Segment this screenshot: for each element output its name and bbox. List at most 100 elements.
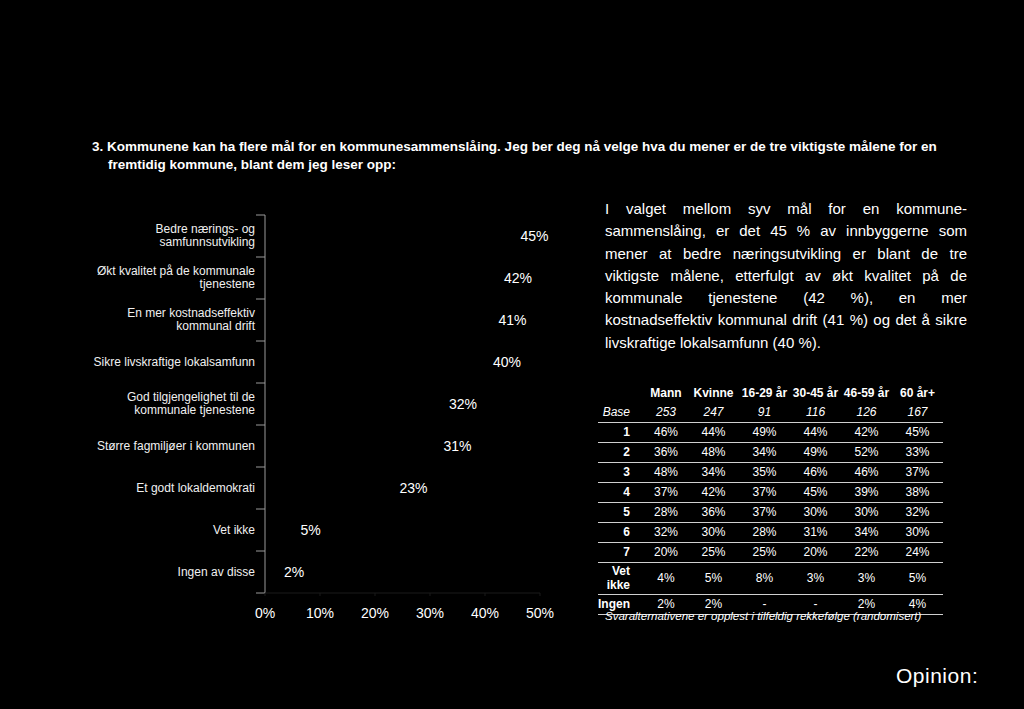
data-label: 42% [504,270,532,286]
table-cell: 36% [688,503,739,523]
table-cell: 116 [790,403,841,423]
chart-title: 3. Kommunene kan ha flere mål for en kom… [92,138,948,174]
table-header: 30-45 år [790,384,841,403]
table-row: 348%34%35%46%46%37% [598,463,943,483]
table-cell: 42% [688,483,739,503]
table-cell: 5% [688,563,739,595]
table-cell: 28% [739,523,790,543]
table-row: 528%36%37%30%30%32% [598,503,943,523]
category-separator [256,425,265,426]
table-cell: 46% [841,463,892,483]
x-tick-label: 50% [526,605,554,621]
x-tick [375,593,376,596]
table-row: 236%48%34%49%52%33% [598,443,943,463]
data-label: 32% [449,396,477,412]
table-cell: 42% [841,423,892,443]
table-cell: 126 [841,403,892,423]
table-cell: 24% [892,543,943,563]
bar [265,433,436,458]
table-cell: 25% [739,543,790,563]
category-label: Vet ikke [73,524,255,537]
bar [265,349,485,374]
bar [265,391,441,416]
table-row-label: Vet ikke [598,563,644,595]
x-tick [430,593,431,596]
category-separator [256,467,265,468]
table-row-label: 6 [598,523,644,543]
table-header: 46-59 år [841,384,892,403]
table-cell: 253 [644,403,688,423]
data-label: 40% [493,354,521,370]
category-separator [256,215,265,216]
table-cell: 36% [644,443,688,463]
x-axis-line [265,593,540,594]
table-cell: 34% [739,443,790,463]
table-cell: 45% [790,483,841,503]
x-tick-label: 20% [361,605,389,621]
table-cell: 91 [739,403,790,423]
bar [265,517,293,542]
table-cell: 38% [892,483,943,503]
table-cell: 3% [841,563,892,595]
table-cell: 31% [790,523,841,543]
table-cell: 30% [841,503,892,523]
category-separator [256,383,265,384]
x-tick [485,593,486,596]
table-cell: 20% [644,543,688,563]
table-cell: 247 [688,403,739,423]
category-separator [256,299,265,300]
table-cell: 44% [790,423,841,443]
x-tick-label: 10% [306,605,334,621]
category-separator [256,551,265,552]
table-cell: 32% [644,523,688,543]
category-separator [256,509,265,510]
table-cell: 34% [841,523,892,543]
table-cell: 37% [739,503,790,523]
data-label: 31% [444,438,472,454]
table-cell: 37% [644,483,688,503]
category-label: Sikre livskraftige lokalsamfunn [73,356,255,369]
bar [265,559,276,584]
table-corner [598,384,644,403]
x-tick-label: 30% [416,605,444,621]
category-separator [256,341,265,342]
table-row-label: 5 [598,503,644,523]
x-tick-label: 40% [471,605,499,621]
footnote: Svaralternativene er opplest i tilfeldig… [605,610,921,622]
table-header: Mann [644,384,688,403]
table-cell: 167 [892,403,943,423]
table-cell: 37% [892,463,943,483]
table-cell: 52% [841,443,892,463]
data-label: 41% [499,312,527,328]
table-row: Base25324791116126167 [598,403,943,423]
category-label: Et godt lokaldemokrati [73,482,255,495]
bar [265,223,513,248]
table-cell: 30% [688,523,739,543]
table-header: 16-29 år [739,384,790,403]
table-cell: 28% [644,503,688,523]
table-cell: 37% [739,483,790,503]
data-label: 23% [400,480,428,496]
table-cell: 30% [892,523,943,543]
x-tick [540,593,541,596]
bar [265,475,392,500]
table-row-label: 4 [598,483,644,503]
table-header: Kvinne [688,384,739,403]
table-header: 60 år+ [892,384,943,403]
table-cell: 48% [688,443,739,463]
data-label: 5% [301,522,321,538]
category-separator [256,593,265,594]
table-cell: 22% [841,543,892,563]
category-label: Økt kvalitet på de kommunale tjenestene [73,265,255,291]
x-tick-label: 0% [255,605,275,621]
table-cell: 33% [892,443,943,463]
table-cell: 34% [688,463,739,483]
bars [265,223,513,584]
table-cell: 49% [790,443,841,463]
table-cell: 45% [892,423,943,443]
table-cell: 20% [790,543,841,563]
data-label: 2% [284,564,304,580]
table-cell: 3% [790,563,841,595]
category-label: En mer kostnadseffektiv kommunal drift [73,307,255,333]
table-row: 720%25%25%20%22%24% [598,543,943,563]
